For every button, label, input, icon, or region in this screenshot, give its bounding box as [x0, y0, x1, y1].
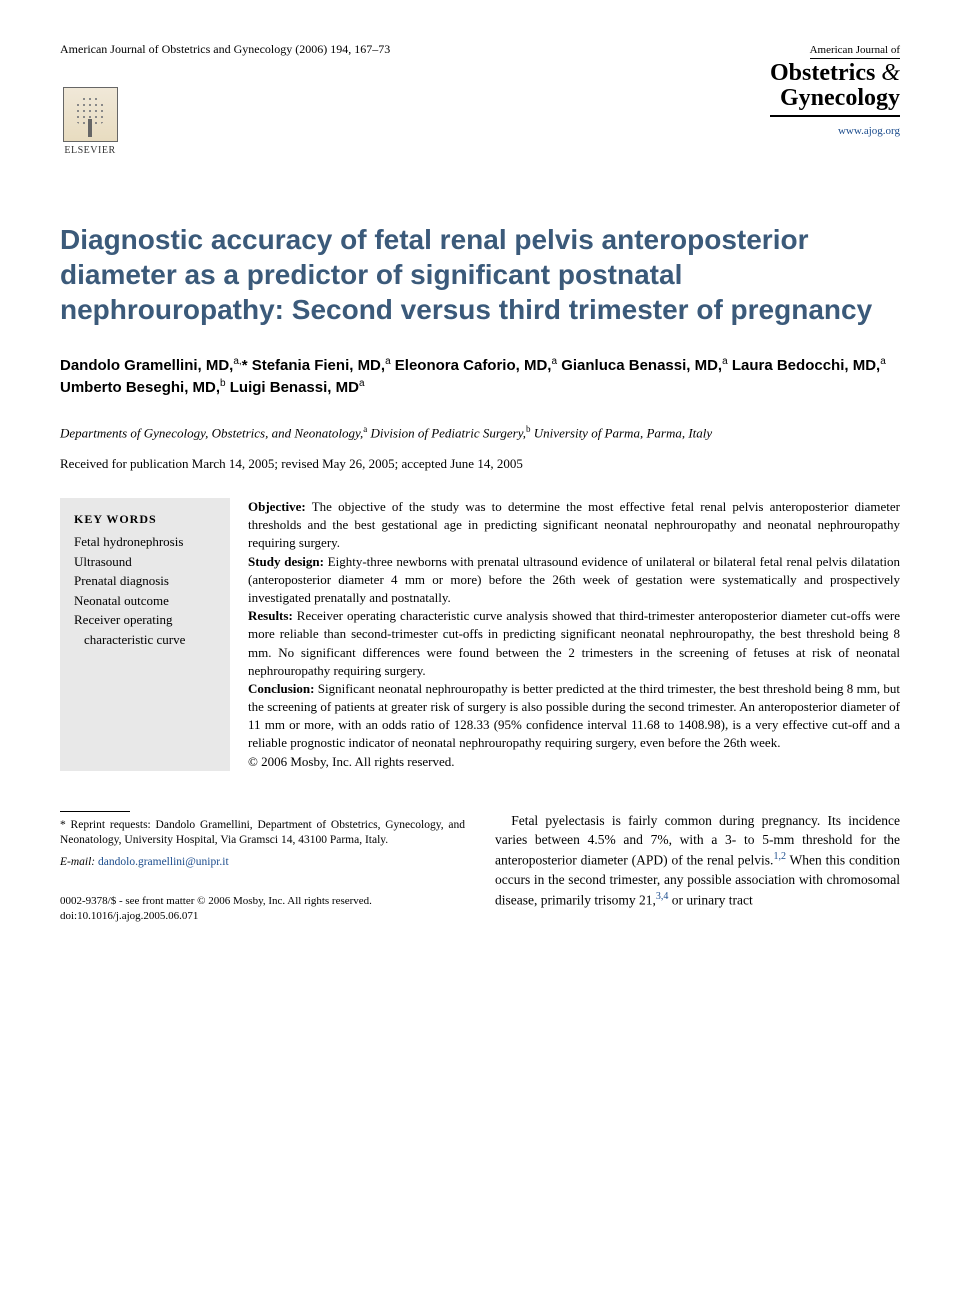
abstract-design-label: Study design: — [248, 554, 324, 569]
keyword-item: Prenatal diagnosis — [74, 571, 216, 591]
header-left: American Journal of Obstetrics and Gynec… — [60, 40, 390, 162]
keyword-item: Neonatal outcome — [74, 591, 216, 611]
citation-ref[interactable]: 1,2 — [773, 851, 786, 862]
keyword-item: Fetal hydronephrosis — [74, 532, 216, 552]
header-right: American Journal of Obstetrics & Gynecol… — [770, 40, 900, 139]
journal-name-line2: Gynecology — [780, 85, 900, 111]
journal-ampersand: & — [881, 60, 900, 86]
journal-logo: Obstetrics & Gynecology — [770, 61, 900, 111]
journal-name-line1: Obstetrics — [770, 60, 875, 86]
citation-block: American Journal of Obstetrics and Gynec… — [60, 40, 390, 162]
body-columns: * Reprint requests: Dandolo Gramellini, … — [60, 811, 900, 924]
email-label: E-mail: — [60, 856, 95, 868]
corresponding-email-link[interactable]: dandolo.gramellini@unipr.it — [98, 856, 229, 868]
footnote-rule — [60, 811, 130, 812]
citation-ref[interactable]: 3,4 — [656, 891, 669, 902]
abstract-section: KEY WORDS Fetal hydronephrosis Ultrasoun… — [60, 498, 900, 771]
abstract-design-text: Eighty-three newborns with prenatal ultr… — [248, 554, 900, 605]
keyword-item: Ultrasound — [74, 552, 216, 572]
affiliations: Departments of Gynecology, Obstetrics, a… — [60, 423, 900, 443]
body-text: or urinary tract — [668, 892, 752, 907]
publisher-name: ELSEVIER — [64, 145, 115, 156]
keywords-heading: KEY WORDS — [74, 510, 216, 528]
reprint-footnote: * Reprint requests: Dandolo Gramellini, … — [60, 818, 465, 849]
front-matter-line: 0002-9378/$ - see front matter © 2006 Mo… — [60, 894, 465, 909]
journal-overline: American Journal of — [810, 44, 900, 59]
column-left: * Reprint requests: Dandolo Gramellini, … — [60, 811, 465, 924]
journal-url-link[interactable]: www.ajog.org — [838, 125, 900, 137]
abstract-text: Objective: The objective of the study wa… — [248, 498, 900, 771]
abstract-conclusion-label: Conclusion: — [248, 681, 314, 696]
abstract-objective-label: Objective: — [248, 499, 306, 514]
abstract-results-label: Results: — [248, 608, 293, 623]
abstract-results-text: Receiver operating characteristic curve … — [248, 608, 900, 678]
body-paragraph: Fetal pyelectasis is fairly common durin… — [495, 811, 900, 910]
article-title: Diagnostic accuracy of fetal renal pelvi… — [60, 222, 900, 327]
page-header: American Journal of Obstetrics and Gynec… — [60, 40, 900, 162]
keyword-item: characteristic curve — [74, 630, 216, 650]
publication-dates: Received for publication March 14, 2005;… — [60, 456, 900, 472]
publisher-logo: ELSEVIER — [60, 87, 120, 162]
abstract-copyright: © 2006 Mosby, Inc. All rights reserved. — [248, 754, 455, 769]
front-matter: 0002-9378/$ - see front matter © 2006 Mo… — [60, 894, 465, 924]
email-footnote: E-mail: dandolo.gramellini@unipr.it — [60, 855, 465, 871]
journal-citation: American Journal of Obstetrics and Gynec… — [60, 42, 390, 57]
column-right: Fetal pyelectasis is fairly common durin… — [495, 811, 900, 924]
keywords-box: KEY WORDS Fetal hydronephrosis Ultrasoun… — [60, 498, 230, 771]
keyword-item: Receiver operating — [74, 610, 216, 630]
author-list: Dandolo Gramellini, MD,a,* Stefania Fien… — [60, 355, 900, 399]
elsevier-tree-icon — [63, 87, 118, 142]
journal-underline — [770, 115, 900, 117]
doi-line: doi:10.1016/j.ajog.2005.06.071 — [60, 909, 465, 924]
abstract-conclusion-text: Significant neonatal nephrouropathy is b… — [248, 681, 900, 751]
abstract-objective-text: The objective of the study was to determ… — [248, 499, 900, 550]
